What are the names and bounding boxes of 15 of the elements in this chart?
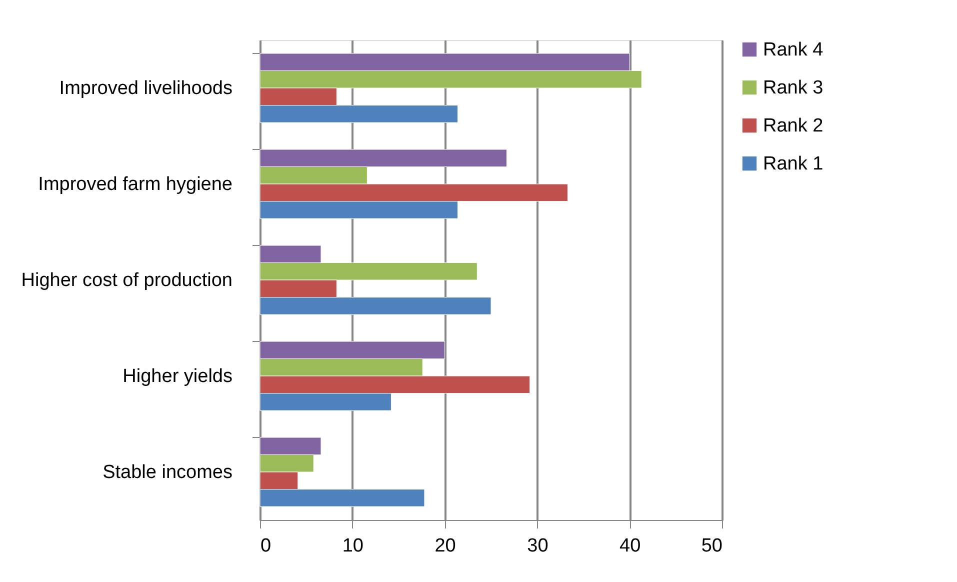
legend-label: Rank 3 (763, 78, 824, 98)
y-tick-label: Improved farm hygiene (38, 174, 232, 195)
y-tick-label: Improved livelihoods (59, 78, 232, 99)
legend-label: Rank 4 (763, 40, 824, 60)
x-tick-label: 30 (527, 536, 548, 556)
legend-label: Rank 2 (763, 116, 824, 136)
x-tick-label: 0 (260, 536, 272, 556)
legend-label: Rank 1 (763, 154, 824, 174)
y-tick-label: Higher cost of production (21, 270, 232, 291)
x-tick-label: 40 (620, 536, 641, 556)
x-tick-label: 10 (342, 536, 364, 556)
x-tick-label: 50 (701, 536, 722, 556)
x-tick-label: 20 (434, 536, 456, 556)
y-tick-label: Stable incomes (102, 462, 232, 483)
y-tick-label: Higher yields (122, 366, 232, 387)
